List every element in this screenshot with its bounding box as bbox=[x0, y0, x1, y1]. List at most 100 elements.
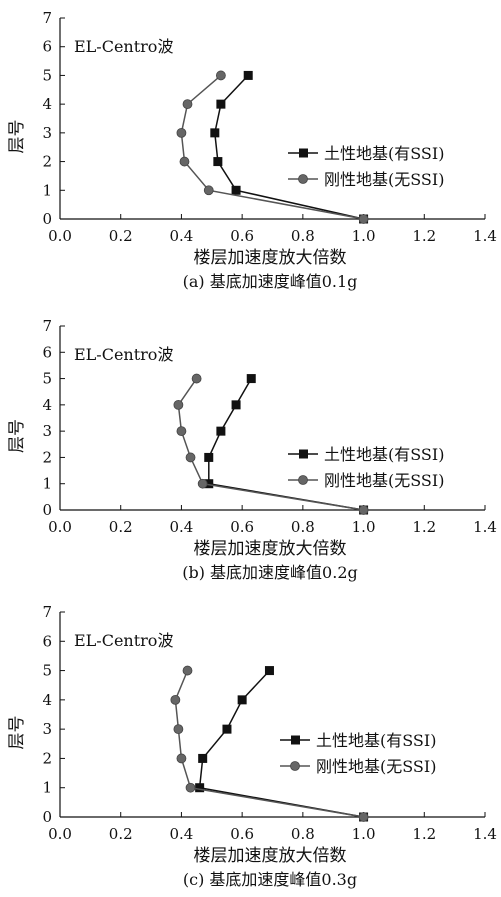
data-point-square bbox=[195, 783, 205, 793]
y-tick-label: 6 bbox=[42, 38, 52, 56]
data-point-circle bbox=[185, 452, 196, 463]
y-tick-label: 7 bbox=[42, 9, 52, 27]
x-axis-label: 楼层加速度放大倍数 bbox=[194, 539, 347, 559]
data-point-circle bbox=[191, 373, 202, 384]
y-tick-label: 2 bbox=[42, 749, 52, 767]
series-line bbox=[180, 74, 364, 220]
legend-marker-circle bbox=[290, 761, 300, 771]
y-tick-label: 4 bbox=[42, 95, 52, 113]
x-tick-label: 1.2 bbox=[412, 825, 436, 843]
legend-label: 土性地基(有SSI) bbox=[324, 445, 444, 464]
chart-caption: (a) 基底加速度峰值0.1g bbox=[183, 272, 358, 291]
legend-marker-square bbox=[299, 449, 308, 459]
x-tick-label: 1.2 bbox=[412, 518, 436, 536]
chart-title: EL-Centro波 bbox=[74, 37, 173, 56]
x-axis-label: 楼层加速度放大倍数 bbox=[194, 846, 347, 866]
legend-item: 刚性地基(无SSI) bbox=[288, 170, 444, 189]
data-point-circle bbox=[173, 399, 184, 410]
x-tick-label: 0.6 bbox=[230, 227, 254, 245]
data-point-square bbox=[222, 724, 232, 734]
y-axis-label: 层号 bbox=[7, 716, 27, 750]
legend-marker-square bbox=[299, 148, 308, 158]
data-point-square bbox=[231, 400, 241, 410]
x-tick-label: 0.0 bbox=[48, 227, 72, 245]
data-point-square bbox=[213, 157, 223, 167]
x-tick-label: 1.0 bbox=[352, 825, 376, 843]
y-axis-label: 层号 bbox=[7, 120, 27, 154]
series-rigid-foundation bbox=[173, 373, 369, 515]
chart-title: EL-Centro波 bbox=[74, 345, 173, 364]
x-axis-label: 楼层加速度放大倍数 bbox=[194, 248, 347, 268]
chart-title: EL-Centro波 bbox=[74, 631, 173, 650]
x-tick-label: 0.4 bbox=[169, 518, 193, 536]
y-tick-label: 3 bbox=[42, 422, 52, 440]
chart-2: 0 1 2 3 4 5 6 7 0.0 0.2 0.4 0.6 0.8 1.0 1.2 1.4 层号楼层加速度放… bbox=[7, 317, 497, 582]
data-point-circle bbox=[185, 782, 196, 793]
y-tick-label: 6 bbox=[42, 343, 52, 361]
legend-label: 土性地基(有SSI) bbox=[316, 731, 436, 750]
data-point-square bbox=[204, 452, 214, 462]
data-point-square bbox=[204, 479, 214, 489]
x-tick-label: 0.4 bbox=[169, 825, 193, 843]
chart-caption: (c) 基底加速度峰值0.3g bbox=[183, 870, 357, 889]
chart-3: 0 1 2 3 4 5 6 7 0.0 0.2 0.4 0.6 0.8 1.0 1.2 1.4 层号楼层加速度放… bbox=[7, 603, 497, 889]
legend-label: 刚性地基(无SSI) bbox=[324, 471, 444, 490]
data-point-circle bbox=[358, 812, 369, 822]
data-point-circle bbox=[176, 426, 187, 437]
y-tick-label: 1 bbox=[42, 779, 52, 797]
data-point-circle bbox=[173, 724, 184, 735]
series-rigid-foundation bbox=[170, 665, 369, 822]
x-tick-label: 0.0 bbox=[48, 825, 72, 843]
legend-label: 土性地基(有SSI) bbox=[324, 144, 444, 163]
x-tick-label: 1.0 bbox=[352, 227, 376, 245]
y-tick-label: 7 bbox=[42, 603, 52, 621]
y-tick-label: 6 bbox=[42, 632, 52, 650]
x-tick-label: 0.8 bbox=[291, 227, 315, 245]
x-tick-label: 1.2 bbox=[412, 227, 436, 245]
x-tick-label: 1.4 bbox=[473, 518, 497, 536]
data-point-square bbox=[216, 426, 226, 436]
chart-1: 0 1 2 3 4 5 6 7 0.0 0.2 0.4 0.6 0.8 1.0 1.2 1.4 层号楼层加速度放… bbox=[7, 9, 497, 291]
data-point-square bbox=[243, 70, 253, 80]
y-axis-label: 层号 bbox=[7, 419, 27, 453]
y-tick-label: 4 bbox=[42, 396, 52, 414]
data-point-circle bbox=[203, 185, 214, 196]
x-tick-label: 0.2 bbox=[109, 825, 133, 843]
y-tick-label: 0 bbox=[42, 210, 52, 228]
legend-item: 刚性地基(无SSI) bbox=[280, 757, 436, 776]
y-tick-label: 3 bbox=[42, 124, 52, 142]
x-tick-label: 0.2 bbox=[109, 518, 133, 536]
data-point-circle bbox=[176, 753, 187, 764]
y-tick-label: 0 bbox=[42, 808, 52, 826]
series-line bbox=[174, 670, 364, 818]
x-tick-label: 1.4 bbox=[473, 227, 497, 245]
x-tick-label: 1.4 bbox=[473, 825, 497, 843]
data-point-square bbox=[246, 374, 256, 384]
y-tick-label: 4 bbox=[42, 691, 52, 709]
legend-item: 土性地基(有SSI) bbox=[288, 445, 444, 464]
data-point-circle bbox=[179, 156, 190, 167]
legend-label: 刚性地基(无SSI) bbox=[316, 757, 436, 776]
y-tick-label: 1 bbox=[42, 475, 52, 493]
data-point-circle bbox=[358, 214, 369, 224]
y-tick-label: 5 bbox=[42, 662, 52, 680]
data-point-square bbox=[237, 695, 247, 705]
y-tick-label: 7 bbox=[42, 317, 52, 335]
y-tick-label: 5 bbox=[42, 66, 52, 84]
data-point-circle bbox=[170, 694, 181, 705]
y-tick-label: 2 bbox=[42, 153, 52, 171]
x-tick-label: 0.0 bbox=[48, 518, 72, 536]
data-point-square bbox=[264, 666, 274, 676]
x-tick-label: 0.2 bbox=[109, 227, 133, 245]
x-tick-label: 0.8 bbox=[291, 518, 315, 536]
x-tick-label: 0.6 bbox=[230, 825, 254, 843]
y-tick-label: 0 bbox=[42, 501, 52, 519]
data-point-circle bbox=[197, 478, 208, 489]
data-point-square bbox=[210, 128, 220, 138]
series-line bbox=[177, 378, 364, 511]
data-point-circle bbox=[182, 99, 193, 110]
data-point-circle bbox=[358, 505, 369, 515]
data-point-square bbox=[198, 753, 208, 763]
y-tick-label: 1 bbox=[42, 181, 52, 199]
